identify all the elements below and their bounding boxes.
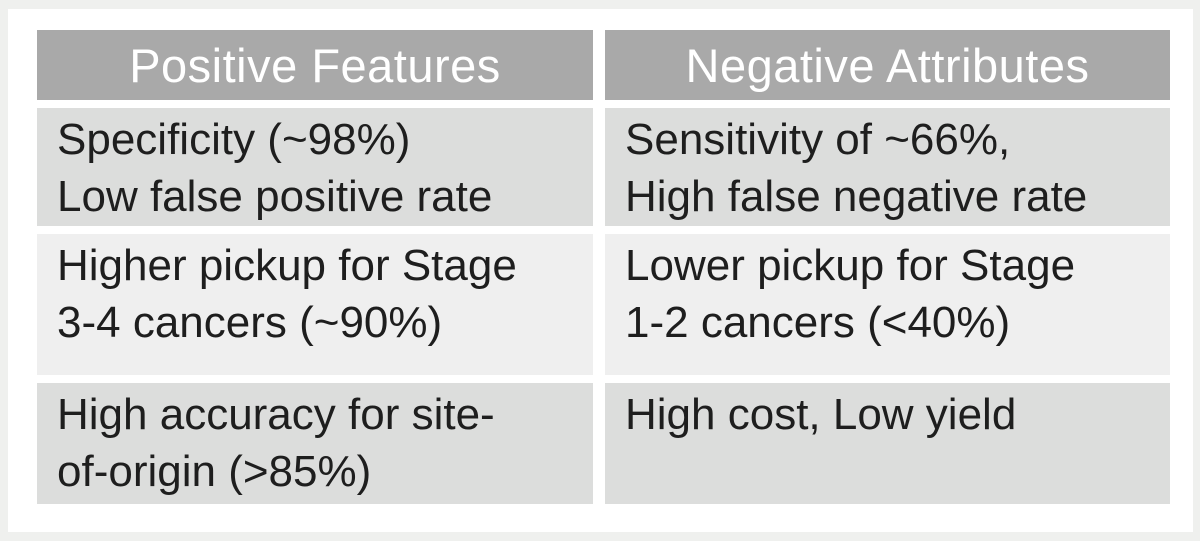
comparison-table: Positive Features Negative Attributes Sp… <box>37 30 1170 504</box>
cell-positive-specificity: Specificity (~98%) Low false positive ra… <box>37 108 593 226</box>
cell-negative-stage-1-2-pickup: Lower pickup for Stage 1-2 cancers (<40%… <box>605 234 1170 375</box>
cell-negative-sensitivity: Sensitivity of ~66%, High false negative… <box>605 108 1170 226</box>
cell-negative-cost-yield: High cost, Low yield <box>605 383 1170 504</box>
cell-positive-site-of-origin-accuracy: High accuracy for site- of-origin (>85%) <box>37 383 593 504</box>
column-header-negative-attributes: Negative Attributes <box>605 30 1170 100</box>
slide-background: Positive Features Negative Attributes Sp… <box>8 9 1193 532</box>
cell-positive-stage-3-4-pickup: Higher pickup for Stage 3-4 cancers (~90… <box>37 234 593 375</box>
column-header-positive-features: Positive Features <box>37 30 593 100</box>
